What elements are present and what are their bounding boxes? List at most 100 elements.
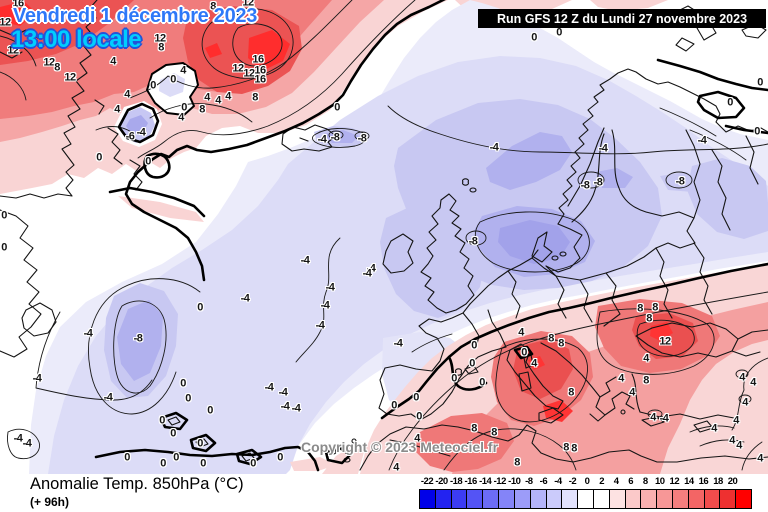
contour-label: 0 bbox=[727, 96, 733, 109]
contour-label: -8 bbox=[357, 132, 367, 145]
colorbar-cell bbox=[720, 490, 737, 508]
contour-label: 8 bbox=[252, 91, 258, 104]
contour-label: -8 bbox=[580, 179, 590, 192]
contour-label: 12 bbox=[0, 16, 11, 29]
contour-label: 4 bbox=[750, 376, 756, 389]
contour-label: 0 bbox=[413, 391, 419, 404]
run-info-text: Run GFS 12 Z du Lundi 27 novembre 2023 bbox=[496, 11, 748, 26]
colorbar-cell bbox=[562, 490, 579, 508]
contour-label: -4 bbox=[291, 402, 301, 415]
colorbar-cell bbox=[625, 490, 642, 508]
contour-label: -8 bbox=[133, 332, 143, 345]
contour-label: 8 bbox=[652, 301, 658, 314]
contour-label: -8 bbox=[330, 131, 340, 144]
contour-label: 12 bbox=[43, 56, 55, 69]
contour-label: 0 bbox=[277, 451, 283, 464]
contour-label: 8 bbox=[646, 312, 652, 325]
contour-label: 0 bbox=[416, 410, 422, 423]
colorbar-cell bbox=[546, 490, 563, 508]
contour-label: 12 bbox=[64, 71, 76, 84]
contour-label: -4 bbox=[300, 254, 310, 267]
contour-label: 4 bbox=[643, 352, 649, 365]
contour-label: 4 bbox=[711, 422, 717, 435]
contour-label: 8 bbox=[568, 386, 574, 399]
contour-label: -8 bbox=[468, 235, 478, 248]
contour-label: 4 bbox=[110, 55, 116, 68]
colorbar-tick: 8 bbox=[642, 476, 648, 487]
contour-label: 12 bbox=[659, 335, 671, 348]
colorbar-tick: 2 bbox=[599, 476, 604, 487]
contour-label: 4 bbox=[742, 396, 748, 409]
contour-label: -4 bbox=[32, 372, 42, 385]
contour-label: 4 bbox=[736, 439, 742, 452]
contour-label: 0 bbox=[471, 339, 477, 352]
contour-label: 4 bbox=[114, 103, 120, 116]
colorbar-cell bbox=[578, 490, 594, 508]
colorbar-tick: 16 bbox=[698, 476, 709, 487]
colorbar-tick: 4 bbox=[613, 476, 619, 487]
contour-label: 4 bbox=[618, 372, 624, 385]
contour-label: 4 bbox=[650, 411, 656, 424]
colorbar-tick: -18 bbox=[449, 476, 463, 487]
contour-label: 0 bbox=[1, 209, 7, 222]
contour-label: 0 bbox=[124, 451, 130, 464]
colorbar-cell bbox=[593, 490, 610, 508]
contour-label: -4 bbox=[264, 381, 274, 394]
copyright-text: Copyright © 2023 Meteociel.fr bbox=[301, 439, 499, 455]
contour-label: 4 bbox=[531, 357, 537, 370]
contour-label: 0 bbox=[451, 372, 457, 385]
contour-label: 4 bbox=[393, 461, 399, 474]
colorbar-tick: -2 bbox=[568, 476, 577, 487]
colorbar bbox=[419, 489, 752, 509]
contour-label: 4 bbox=[215, 94, 221, 107]
contour-label: 0 bbox=[469, 357, 475, 370]
contour-label: 0 bbox=[185, 392, 191, 405]
contour-label: -4 bbox=[280, 400, 290, 413]
contour-label: 4 bbox=[629, 386, 635, 399]
contour-label: 0 bbox=[556, 26, 562, 39]
colorbar-tick: 14 bbox=[684, 476, 694, 487]
colorbar-cell bbox=[673, 490, 689, 508]
contour-label: 0 bbox=[479, 376, 485, 389]
contour-label: 0 bbox=[170, 427, 176, 440]
contour-label: -4 bbox=[317, 133, 327, 146]
contour-label: 0 bbox=[159, 414, 165, 427]
colorbar-tick: -20 bbox=[435, 476, 448, 487]
contour-label: 8 bbox=[158, 41, 164, 54]
contour-label: 0 bbox=[170, 73, 176, 86]
contour-label: 12 bbox=[243, 67, 255, 80]
map-graphic bbox=[0, 0, 768, 474]
contour-label: 0 bbox=[197, 437, 203, 450]
contour-label: -4 bbox=[22, 437, 32, 450]
warm-anomaly-northwest-layer bbox=[0, 0, 668, 222]
contour-label: 8 bbox=[199, 103, 205, 116]
colorbar-tick: -10 bbox=[508, 476, 521, 487]
colorbar-tick: -8 bbox=[525, 476, 533, 487]
warm-anomaly-southeast-layer bbox=[290, 265, 768, 474]
contour-label: -6 bbox=[125, 130, 135, 143]
contour-label: 8 bbox=[643, 374, 649, 387]
contour-label: 0 bbox=[250, 457, 256, 470]
colorbar-tick: 6 bbox=[628, 476, 634, 487]
contour-label: -4 bbox=[103, 391, 113, 404]
contour-label: 0 bbox=[334, 101, 340, 114]
contour-label: 8 bbox=[471, 422, 477, 435]
contour-label: 0 bbox=[160, 457, 166, 470]
contour-label: -4 bbox=[278, 386, 288, 399]
forecast-hour: (+ 96h) bbox=[30, 495, 70, 509]
contour-label: -4 bbox=[315, 319, 325, 332]
contour-label: -4 bbox=[83, 327, 93, 340]
contour-label: 4 bbox=[739, 371, 745, 384]
zero-contour-layer bbox=[94, 0, 768, 472]
contour-label: 4 bbox=[518, 326, 524, 339]
colorbar-cell bbox=[609, 490, 626, 508]
contour-label: 4 bbox=[180, 64, 186, 77]
contour-label: -4 bbox=[325, 281, 335, 294]
contour-label: 0 bbox=[531, 31, 537, 44]
contour-label: 8 bbox=[637, 302, 643, 315]
colorbar-tick: 18 bbox=[713, 476, 723, 487]
contour-label: 0 bbox=[145, 155, 151, 168]
contour-label: -8 bbox=[593, 176, 603, 189]
colorbar-ticks: -22 -20 -18 -16 -14 -12 -10 -8 -6 -4 -2 0 2 4 6 8 10 12 14… bbox=[419, 476, 752, 488]
